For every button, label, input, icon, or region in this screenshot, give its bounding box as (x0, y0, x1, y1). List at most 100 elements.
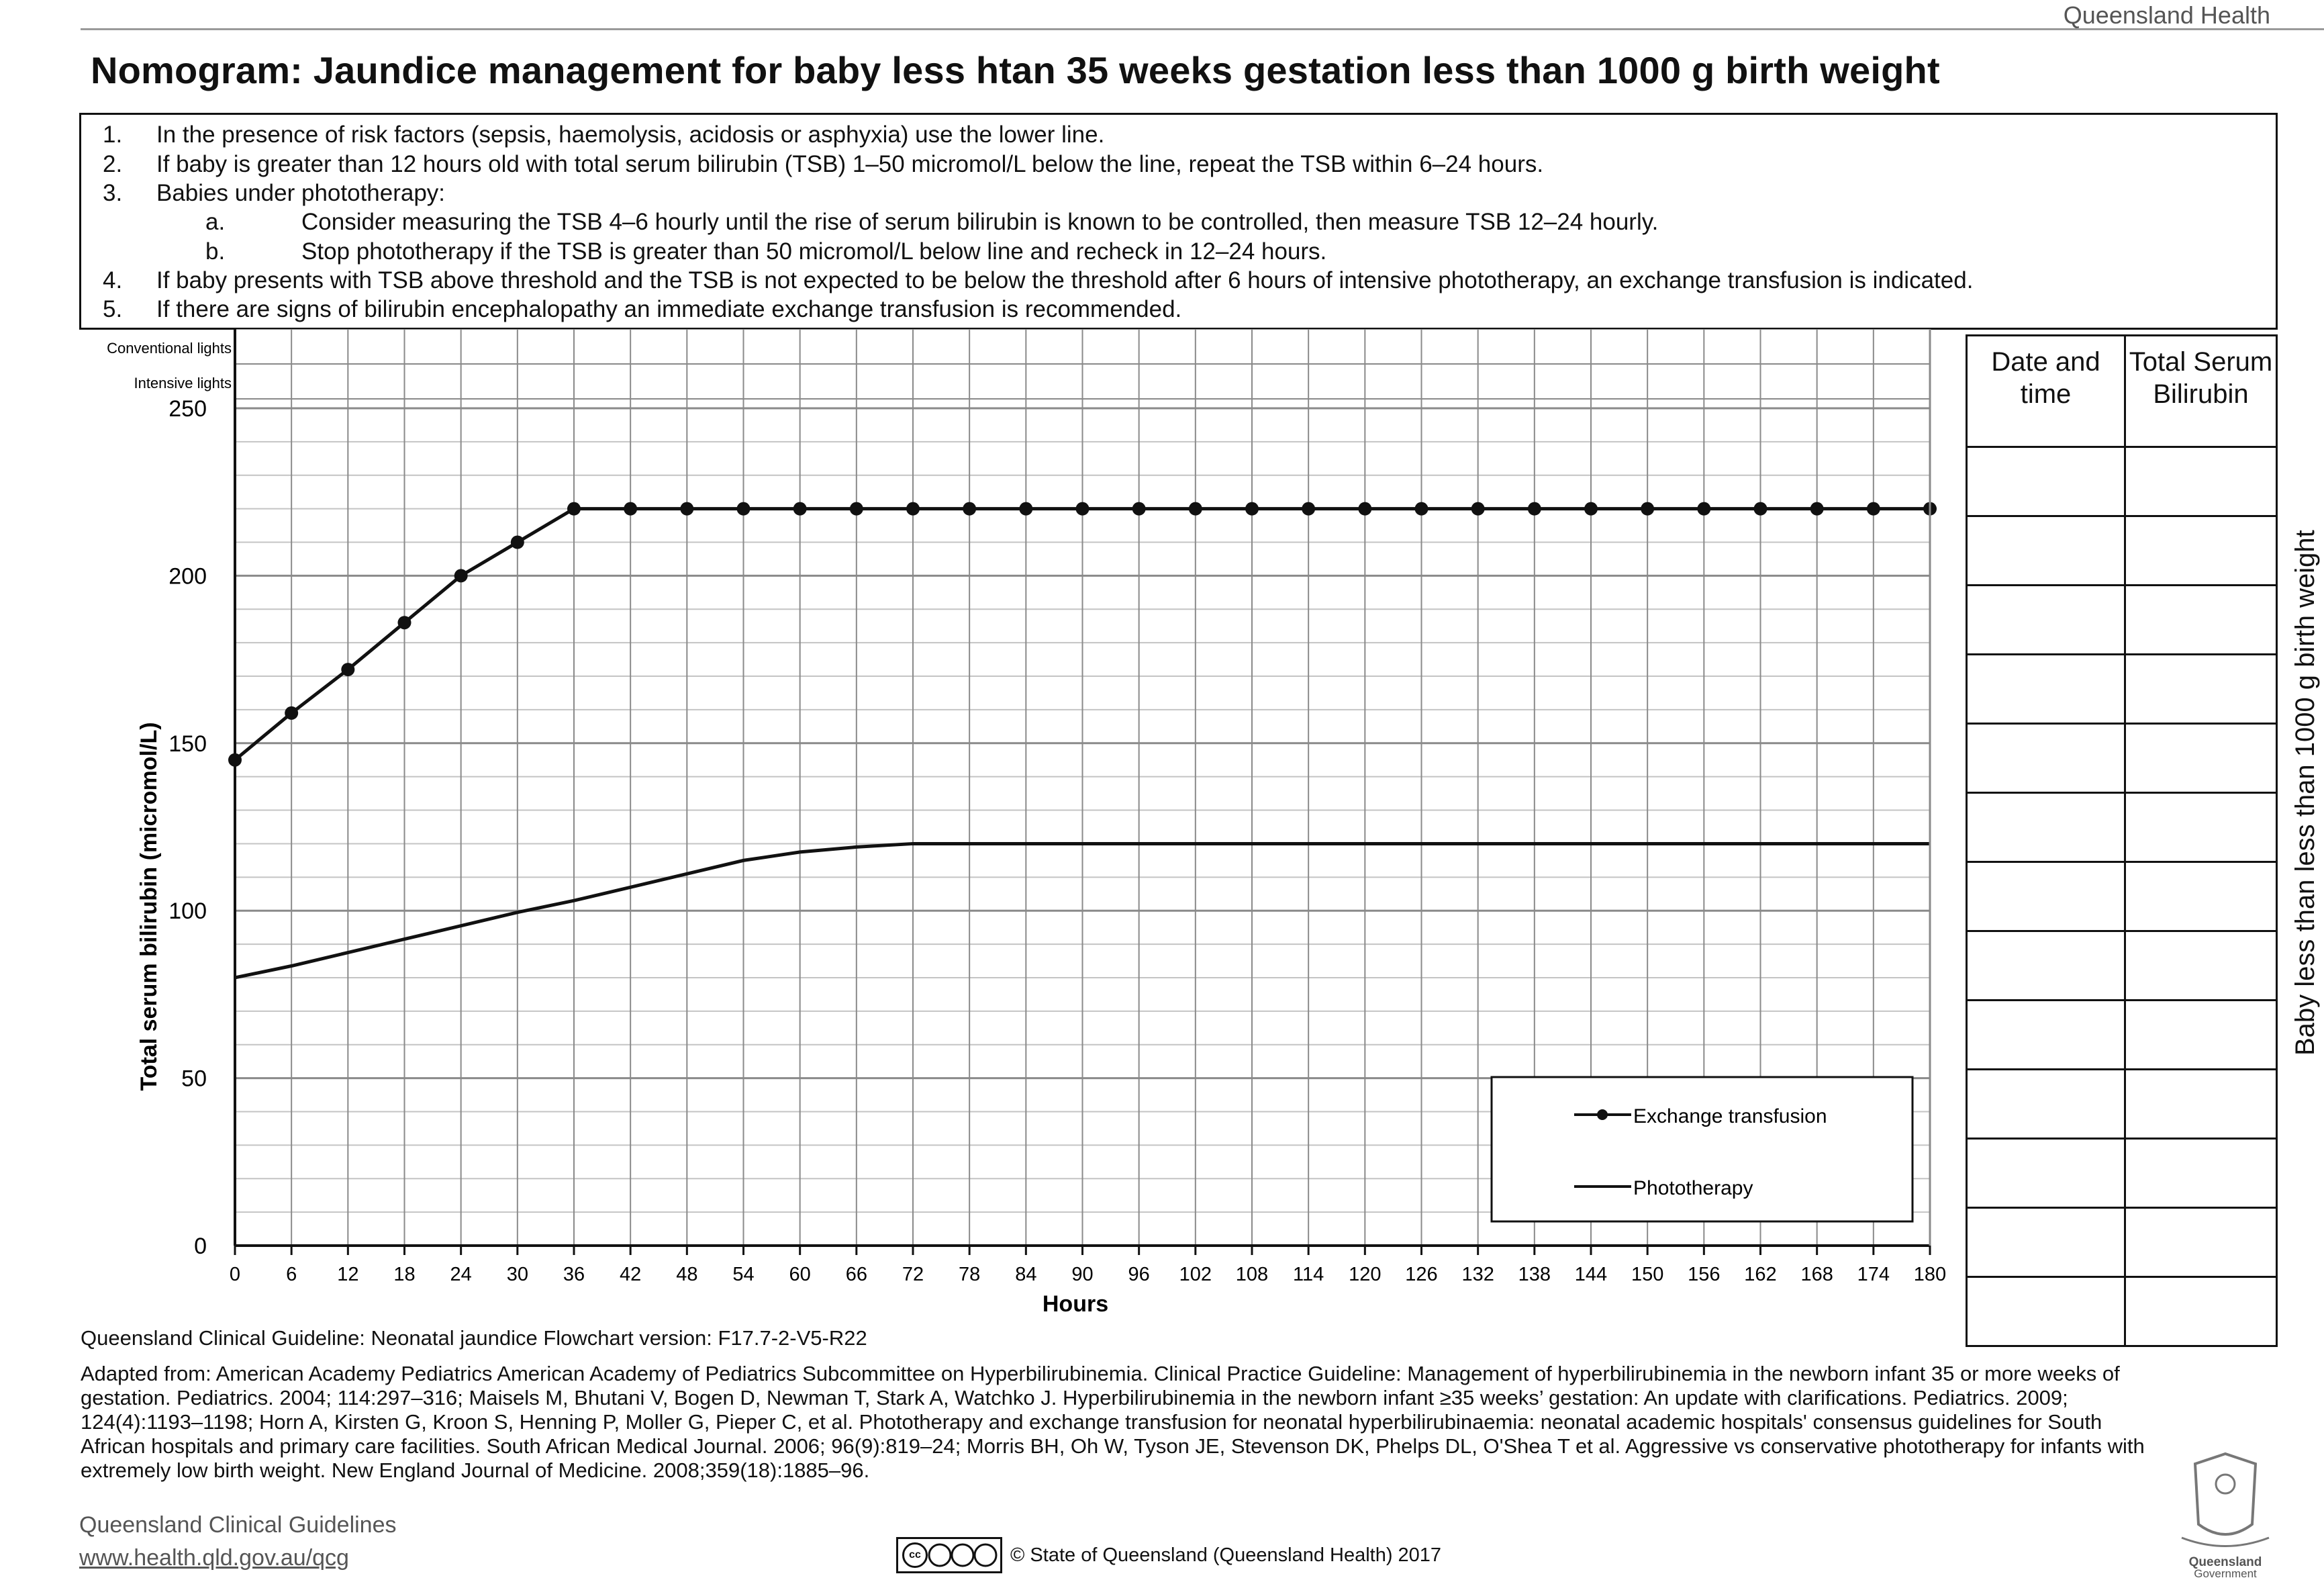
tsb-cell[interactable] (2124, 1207, 2278, 1278)
tsb-cell[interactable] (2124, 1276, 2278, 1347)
exchange-transfusion-point (1358, 502, 1372, 516)
nomogram-chart: 0 50 100 150 200 250 0 6 12 18 24 30 36 42 48 54 60 66 72 7… (107, 329, 1946, 1317)
exchange-transfusion-point (285, 706, 299, 720)
table-row (1966, 792, 2278, 863)
x-tick-label: 6 (286, 1264, 297, 1285)
table-row (1966, 1138, 2278, 1209)
exchange-transfusion-point (680, 502, 694, 516)
x-tick-label: 90 (1071, 1264, 1093, 1285)
legend-box (1490, 1076, 1914, 1223)
instruction-subnumber: b. (205, 238, 226, 265)
tsb-cell[interactable] (2124, 861, 2278, 932)
exchange-transfusion-point (1753, 502, 1768, 516)
exchange-transfusion-point (1302, 502, 1316, 516)
date-cell[interactable] (1966, 653, 2126, 725)
y-tick-label: 200 (168, 563, 207, 589)
header-rule (81, 28, 2324, 30)
exchange-transfusion-point (624, 502, 638, 516)
x-tick-label: 54 (732, 1264, 754, 1285)
qcg-name: Queensland Clinical Guidelines (79, 1512, 397, 1538)
tsb-record-table: Date and time Total Serum Bilirubin (1966, 334, 2278, 1347)
chart-axes: 0 50 100 150 200 250 0 6 12 18 24 30 36 42 48 54 60 66 72 7… (168, 329, 1946, 1285)
x-tick-label: 168 (1800, 1264, 1833, 1285)
x-tick-label: 138 (1518, 1264, 1551, 1285)
version-line: Queensland Clinical Guideline: Neonatal … (81, 1326, 867, 1350)
x-tick-label: 60 (789, 1264, 811, 1285)
x-tick-label: 42 (620, 1264, 641, 1285)
tsb-cell[interactable] (2124, 584, 2278, 655)
table-row (1966, 1068, 2278, 1140)
y-tick-label: 150 (168, 731, 207, 757)
instruction-text: If there are signs of bilirubin encephal… (156, 296, 1182, 322)
date-cell[interactable] (1966, 515, 2126, 586)
date-cell[interactable] (1966, 999, 2126, 1070)
tsb-cell[interactable] (2124, 1138, 2278, 1209)
tsb-cell[interactable] (2124, 723, 2278, 794)
exchange-transfusion-point (1527, 502, 1541, 516)
exchange-transfusion-point (454, 569, 468, 583)
crest-crown-icon (2215, 1473, 2236, 1495)
x-tick-label: 72 (902, 1264, 924, 1285)
x-axis-label: Hours (1043, 1291, 1108, 1317)
tsb-cell[interactable] (2124, 653, 2278, 725)
x-tick-label: 114 (1293, 1264, 1324, 1285)
table-row (1966, 1207, 2278, 1278)
x-tick-label: 108 (1236, 1264, 1268, 1285)
instructions-box: 1. In the presence of risk factors (seps… (79, 113, 2278, 330)
exchange-transfusion-point (793, 502, 807, 516)
date-cell[interactable] (1966, 446, 2126, 517)
tsb-cell[interactable] (2124, 515, 2278, 586)
instruction-number: 5. (103, 296, 123, 322)
table-row (1966, 446, 2278, 517)
table-header-tsb: Total Serum Bilirubin (2124, 334, 2278, 448)
crest-shield-icon (2193, 1452, 2258, 1536)
date-cell[interactable] (1966, 1068, 2126, 1140)
legend-label-phototherapy: Phototherapy (1633, 1177, 1753, 1199)
date-cell[interactable] (1966, 723, 2126, 794)
row-label-intensive-lights: Intensive lights (134, 375, 232, 391)
date-cell[interactable] (1966, 584, 2126, 655)
tsb-cell[interactable] (2124, 792, 2278, 863)
x-tick-label: 162 (1744, 1264, 1776, 1285)
tsb-cell[interactable] (2124, 930, 2278, 1001)
date-cell[interactable] (1966, 861, 2126, 932)
qcg-url-link[interactable]: www.health.qld.gov.au/qcg (79, 1545, 349, 1571)
table-row (1966, 584, 2278, 655)
instruction-subnumber: a. (205, 209, 226, 235)
x-tick-label: 150 (1631, 1264, 1663, 1285)
exchange-transfusion-point (1810, 502, 1824, 516)
queensland-government-logo: Queensland Government (2181, 1452, 2270, 1578)
x-tick-label: 156 (1688, 1264, 1720, 1285)
x-tick-label: 84 (1015, 1264, 1036, 1285)
table-row (1966, 861, 2278, 932)
tsb-cell[interactable] (2124, 999, 2278, 1070)
date-cell[interactable] (1966, 1138, 2126, 1209)
x-tick-label: 132 (1461, 1264, 1494, 1285)
instruction-number: 3. (103, 180, 123, 206)
y-tick-label: 100 (168, 898, 207, 924)
row-label-conventional-lights: Conventional lights (107, 340, 232, 357)
phototherapy-line (234, 841, 1930, 980)
date-cell[interactable] (1966, 930, 2126, 1001)
exchange-transfusion-point (341, 663, 355, 677)
tsb-cell[interactable] (2124, 446, 2278, 517)
gov-logo-line2: Government (2194, 1567, 2257, 1578)
exchange-transfusion-point (849, 502, 863, 516)
legend-label-exchange: Exchange transfusion (1633, 1105, 1827, 1127)
exchange-transfusion-point (1132, 502, 1146, 516)
date-cell[interactable] (1966, 792, 2126, 863)
gov-logo-line1: Queensland (2189, 1555, 2262, 1569)
x-tick-label: 174 (1857, 1264, 1890, 1285)
date-cell[interactable] (1966, 1276, 2126, 1347)
table-row (1966, 723, 2278, 794)
tsb-cell[interactable] (2124, 1068, 2278, 1140)
y-tick-label: 0 (194, 1234, 207, 1259)
x-tick-label: 102 (1179, 1264, 1212, 1285)
instruction-number: 4. (103, 267, 123, 293)
x-tick-label: 144 (1575, 1264, 1607, 1285)
x-tick-label: 24 (450, 1264, 472, 1285)
y-axis-label: Total serum bilirubin (micromol/L) (136, 722, 162, 1090)
tsb-record-rows (1966, 446, 2278, 1347)
exchange-transfusion-point (906, 502, 920, 516)
date-cell[interactable] (1966, 1207, 2126, 1278)
